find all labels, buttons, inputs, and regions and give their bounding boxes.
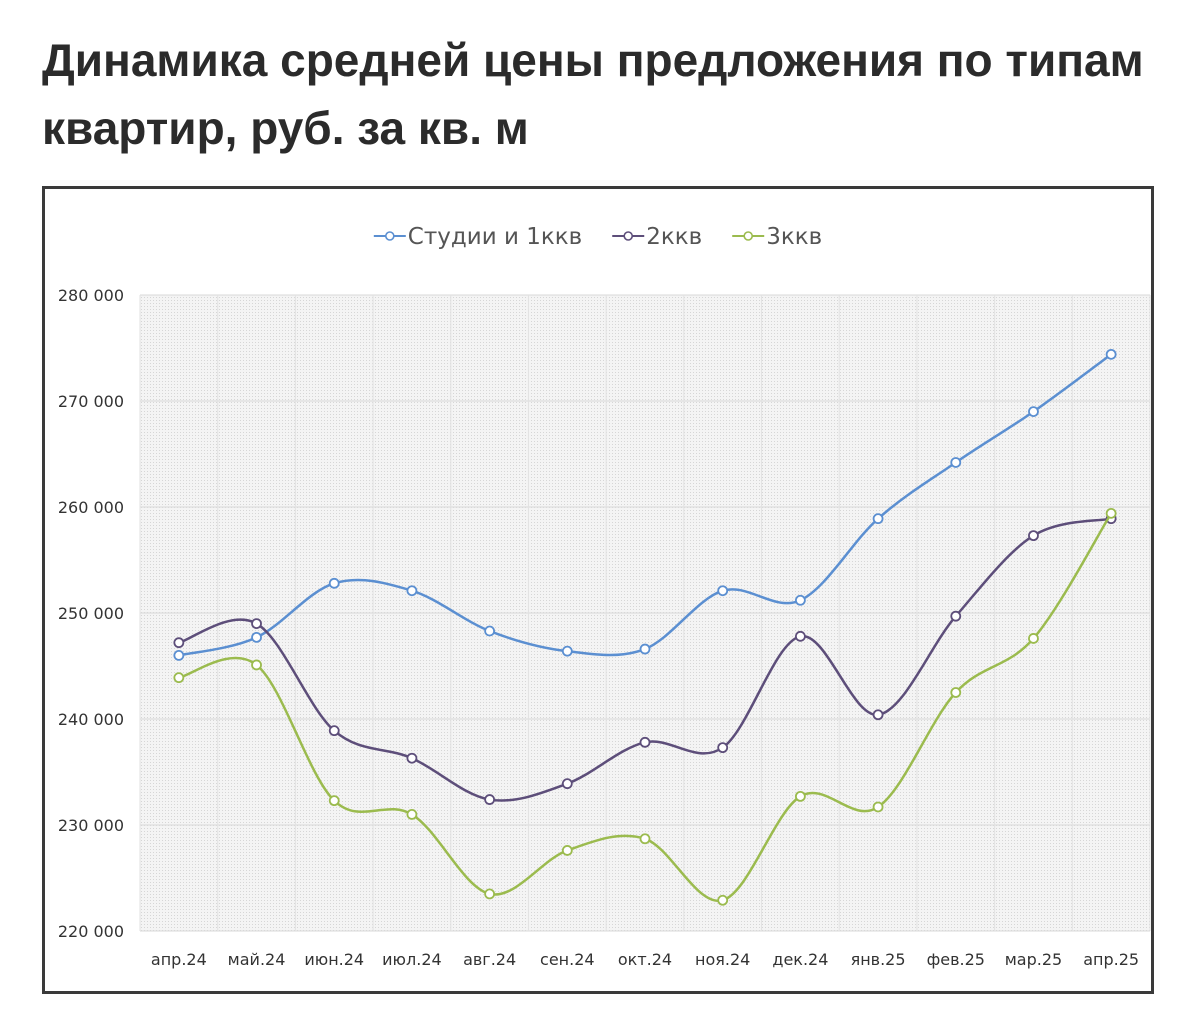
data-point <box>639 736 651 748</box>
legend-swatch-marker <box>385 231 395 241</box>
legend-swatch-marker <box>743 231 754 241</box>
x-tick-label: июн.24 <box>304 950 364 969</box>
data-point <box>950 610 962 622</box>
legend-label: 2ккв <box>646 224 702 250</box>
y-tick-label: 230 000 <box>58 816 124 835</box>
data-point <box>406 585 418 597</box>
series-1 <box>173 348 1117 661</box>
data-point <box>173 649 185 661</box>
data-point <box>950 687 962 698</box>
y-tick-label: 250 000 <box>58 604 124 623</box>
data-point <box>794 790 806 802</box>
data-point <box>173 672 185 684</box>
data-point <box>872 709 884 721</box>
data-point <box>1028 406 1039 418</box>
data-point <box>1105 507 1117 519</box>
x-tick-label: авг.24 <box>463 950 516 969</box>
y-tick-label: 220 000 <box>58 922 124 941</box>
data-point <box>328 725 340 737</box>
x-tick-label: июл.24 <box>382 950 442 969</box>
data-point <box>328 795 340 807</box>
x-tick-label: фев.25 <box>927 950 985 969</box>
data-point <box>717 742 729 754</box>
x-tick-label: янв.25 <box>851 950 906 969</box>
data-point <box>639 643 651 655</box>
data-point <box>173 637 185 649</box>
data-point <box>561 645 573 657</box>
data-point <box>717 585 729 597</box>
x-tick-label: май.24 <box>228 950 286 969</box>
x-tick-label: мар.25 <box>1005 950 1062 969</box>
data-point <box>794 630 806 642</box>
data-point <box>872 801 884 813</box>
line-chart: 220 000 230 000 240 000 250 000 260 000 270 0… <box>58 224 1151 969</box>
data-point <box>251 631 262 643</box>
data-point <box>639 833 651 845</box>
data-point <box>484 888 496 900</box>
x-tick-label: сен.24 <box>540 950 595 969</box>
data-point <box>561 778 573 790</box>
data-point <box>484 794 496 805</box>
data-point <box>794 594 806 606</box>
data-point <box>251 618 262 630</box>
legend-item: Студии и 1ккв <box>373 224 582 250</box>
x-tick-label: окт.24 <box>618 950 672 969</box>
series-2 <box>173 513 1117 805</box>
legend-label: 3ккв <box>766 224 822 250</box>
data-point <box>1028 530 1039 542</box>
data-point <box>950 457 962 468</box>
series-3 <box>173 507 1117 906</box>
x-tick-label: апр.25 <box>1083 950 1139 969</box>
data-point <box>561 845 573 856</box>
y-tick-label: 240 000 <box>58 710 124 729</box>
chart-frame: 220 000 230 000 240 000 250 000 260 000 270 0… <box>42 186 1154 994</box>
x-tick-label: ноя.24 <box>695 950 750 969</box>
y-tick-label: 280 000 <box>58 286 124 305</box>
data-point <box>328 577 340 589</box>
data-point <box>1105 348 1117 360</box>
legend-item: 2ккв <box>612 224 702 250</box>
grid-layer <box>139 294 1151 932</box>
x-tick-label: апр.24 <box>151 950 207 969</box>
data-point <box>406 752 418 764</box>
legend: Студии и 1ккв 2ккв 3ккв <box>373 224 822 250</box>
data-point <box>251 659 262 671</box>
data-point <box>717 894 729 906</box>
series-layer <box>173 348 1117 906</box>
data-point <box>872 513 884 525</box>
data-point <box>406 809 418 820</box>
x-tick-label: дек.24 <box>772 950 828 969</box>
legend-label: Студии и 1ккв <box>408 224 582 250</box>
y-tick-label: 270 000 <box>58 392 124 411</box>
page-title: Динамика средней цены предложения по тип… <box>42 34 1144 154</box>
legend-swatch-marker <box>623 231 634 241</box>
y-tick-label: 260 000 <box>58 498 124 517</box>
data-point <box>484 625 496 637</box>
axis-layer: 220 000 230 000 240 000 250 000 260 000 270 0… <box>58 286 1139 969</box>
legend-item: 3ккв <box>732 224 822 250</box>
data-point <box>1028 633 1039 644</box>
